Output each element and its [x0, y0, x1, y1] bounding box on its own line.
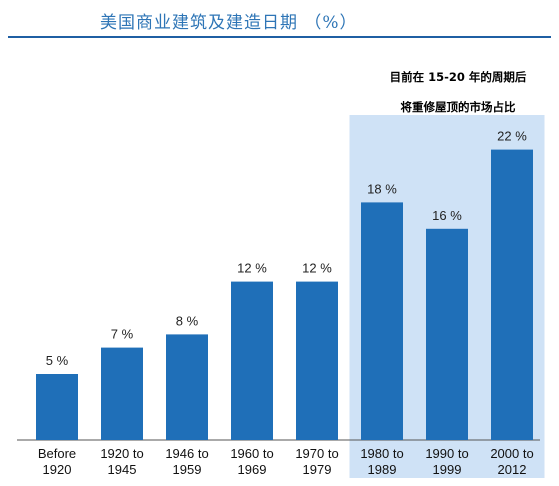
annotation-line-1: 目前在 15-20 年的周期后 [389, 70, 527, 84]
category-label: 1960 to [230, 446, 273, 461]
value-label: 5 % [46, 353, 69, 368]
category-label: 1980 to [360, 446, 403, 461]
category-label: 1959 [173, 462, 202, 477]
value-label: 7 % [111, 327, 134, 342]
category-label: 2000 to [490, 446, 533, 461]
highlight-annotation: 目前在 15-20 年的周期后 将重修屋顶的市场占比 [360, 62, 556, 122]
title-divider [8, 36, 551, 38]
category-label: 1990 to [425, 446, 468, 461]
value-label: 8 % [176, 313, 199, 328]
value-label: 16 % [432, 208, 462, 223]
bar [361, 202, 403, 440]
category-label: 2012 [498, 462, 527, 477]
bar [166, 334, 208, 440]
bar [101, 347, 143, 440]
annotation-line-2: 将重修屋顶的市场占比 [400, 100, 516, 114]
bar [491, 149, 533, 440]
bar [36, 374, 78, 440]
category-label: 1999 [433, 462, 462, 477]
bar [231, 281, 273, 440]
category-label: 1989 [368, 462, 397, 477]
bar [296, 281, 338, 440]
bar [426, 228, 468, 440]
value-label: 18 % [367, 181, 397, 196]
chart-title: 美国商业建筑及建造日期 （%） [100, 13, 358, 33]
value-label: 12 % [237, 261, 267, 276]
category-label: 1920 to [100, 446, 143, 461]
category-label: 1920 [43, 462, 72, 477]
category-label: Before [38, 446, 76, 461]
category-label: 1969 [238, 462, 267, 477]
category-label: 1946 to [165, 446, 208, 461]
category-label: 1970 to [295, 446, 338, 461]
value-label: 22 % [497, 129, 527, 144]
category-label: 1945 [108, 462, 137, 477]
value-label: 12 % [302, 261, 332, 276]
category-label: 1979 [303, 462, 332, 477]
